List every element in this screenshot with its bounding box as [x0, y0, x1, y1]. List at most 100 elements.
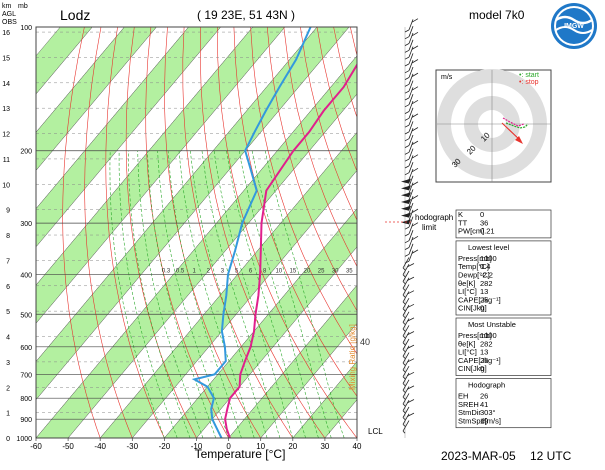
indices-section-title: Most Unstable: [468, 320, 516, 329]
index-value: 26: [480, 392, 488, 401]
index-label: TT: [458, 218, 468, 227]
hodograph-limit-label: hodograph limit: [415, 213, 453, 232]
index-label: EH: [458, 392, 468, 401]
mixing-ratio-label: 1: [193, 268, 197, 274]
index-value: 25: [480, 295, 488, 304]
temperature-tick-label: -40: [94, 442, 106, 451]
temperature-tick-label: -50: [62, 442, 74, 451]
mixing-ratio-label: 25: [318, 268, 325, 274]
lcl-label: LCL: [368, 427, 383, 436]
height-tick-label: 4: [6, 335, 10, 342]
index-value: 282: [480, 279, 493, 288]
y-axis: 1000900800700600500400300200100012345678…: [2, 25, 32, 443]
date-label: 2023-MAR-05: [441, 449, 516, 463]
temperature-tick-label: -60: [30, 442, 42, 451]
index-value: 0: [480, 210, 484, 219]
pressure-tick-label: 900: [20, 417, 32, 424]
pressure-tick-label: 400: [20, 272, 32, 279]
dry-adiabats: [62, 27, 357, 438]
mixing-ratio-label: 6: [249, 268, 253, 274]
index-label: Press[mb]: [458, 254, 492, 263]
hodograph-legend-stop: •: stop: [519, 79, 539, 86]
lcl-value: 40: [360, 337, 370, 347]
station-coords: ( 19 23E, 51 43N ): [197, 8, 295, 22]
dewpoint-profile: [191, 27, 312, 438]
index-value: 0: [480, 364, 484, 373]
height-tick-label: 1: [6, 411, 10, 418]
height-tick-label: 0: [6, 436, 10, 443]
left-axis-mb-label: mb: [18, 3, 28, 10]
index-value: 41: [480, 400, 488, 409]
temperature-tick-label: 10: [256, 442, 265, 451]
height-tick-label: 15: [2, 55, 10, 62]
mixing-ratio-label: 20: [304, 268, 311, 274]
hodograph: m/s 10 20 30 •: start •: stop: [435, 69, 552, 183]
index-label: CAPE[Jkg⁻¹]: [458, 356, 501, 365]
index-label: StmDir: [458, 408, 481, 417]
logo-text: IMGW: [564, 23, 584, 30]
temperature-tick-label: 30: [320, 442, 329, 451]
height-tick-label: 5: [6, 309, 10, 316]
height-tick-label: 6: [6, 284, 10, 291]
index-label: Temp[°C]: [458, 262, 489, 271]
pressure-tick-label: 100: [20, 25, 32, 32]
hodograph-legend-start: •: start: [519, 72, 539, 79]
mixing-ratio-label: 35: [346, 268, 353, 274]
index-label: Dewp[°C]: [458, 271, 490, 280]
index-value: 13: [480, 287, 488, 296]
temperature-tick-label: -10: [191, 442, 203, 451]
mixing-ratio-label: 8: [263, 268, 267, 274]
mixing-ratio-label: 5: [235, 268, 239, 274]
index-value: -2.2: [480, 271, 493, 280]
mixing-ratio-label: 10: [275, 268, 282, 274]
height-tick-label: 2: [6, 385, 10, 392]
temperature-profile: [224, 63, 357, 438]
pressure-tick-label: 200: [20, 149, 32, 156]
index-value: 25: [480, 356, 488, 365]
mixing-ratio-label: 30: [332, 268, 339, 274]
profile-curves: [191, 27, 357, 438]
index-label: LI[°C]: [458, 348, 477, 357]
hodograph-units: m/s: [441, 74, 453, 81]
index-label: K: [458, 210, 463, 219]
station-name: Lodz: [60, 7, 90, 23]
index-value: 36: [480, 218, 488, 227]
height-tick-label: 10: [2, 182, 10, 189]
index-value: 13: [480, 348, 488, 357]
indices-section-title: Hodograph: [468, 381, 505, 390]
index-label: PW[cm]: [458, 227, 484, 236]
index-label: CAPE[Jkg⁻¹]: [458, 295, 501, 304]
index-label: Press[mb]: [458, 331, 492, 340]
index-value: 19: [480, 416, 488, 425]
imgw-logo: IMGW: [551, 3, 597, 49]
x-axis: -60 -50 -40 -30 -20 -10 0 10 20 30 40: [30, 438, 362, 451]
height-tick-label: 13: [2, 106, 10, 113]
mixing-ratio-axis-label: Mixing Ratio [g/kg]: [348, 324, 357, 390]
index-value: 0.21: [480, 227, 495, 236]
index-value: 1000: [480, 331, 497, 340]
height-tick-label: 16: [2, 30, 10, 37]
pressure-tick-label: 300: [20, 221, 32, 228]
height-tick-label: 3: [6, 360, 10, 367]
index-label: CIN[Jkg]: [458, 304, 487, 313]
index-value: 282: [480, 339, 493, 348]
model-name: model 7k0: [469, 8, 525, 22]
temperature-tick-label: -30: [127, 442, 139, 451]
index-value: 0.4: [480, 262, 490, 271]
index-label: StmSpd[m/s]: [458, 416, 501, 425]
index-label: θe[K]: [458, 339, 476, 348]
x-axis-label: Temperature [°C]: [195, 447, 286, 461]
mixing-ratio-label: 2: [207, 268, 211, 274]
height-tick-label: 9: [6, 208, 10, 215]
time-label: 12 UTC: [530, 449, 572, 463]
height-tick-label: 8: [6, 233, 10, 240]
index-value: 303°: [480, 408, 496, 417]
mixing-ratio-label: 0.3: [162, 268, 171, 274]
index-label: SREH: [458, 400, 479, 409]
index-value: 1000: [480, 254, 497, 263]
height-tick-label: 7: [6, 258, 10, 265]
pressure-tick-label: 800: [20, 396, 32, 403]
index-label: CIN[Jkg]: [458, 364, 487, 373]
